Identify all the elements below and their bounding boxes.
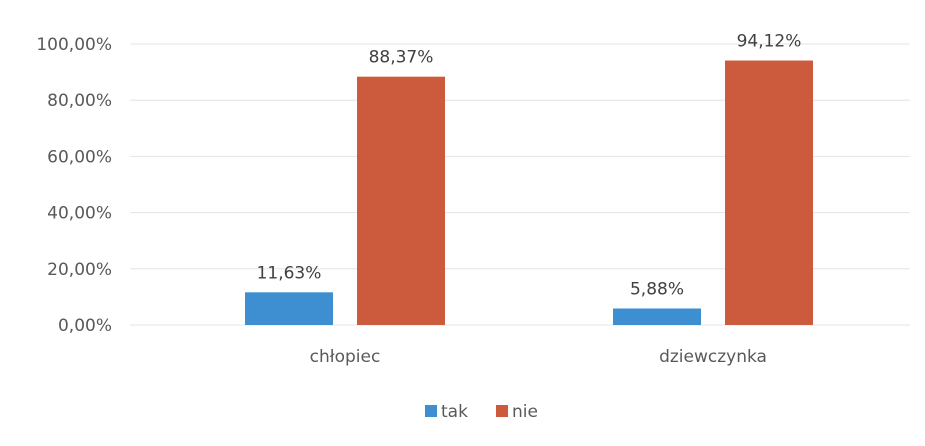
legend: tak nie bbox=[425, 402, 538, 422]
data-label: 94,12% bbox=[737, 32, 802, 52]
y-tick-label: 60,00% bbox=[47, 147, 112, 167]
legend-swatch-tak bbox=[425, 405, 437, 417]
y-tick-label: 20,00% bbox=[47, 260, 112, 280]
legend-swatch-nie bbox=[496, 405, 508, 417]
data-labels: 11,63% 88,37% 5,88% 94,12% bbox=[257, 32, 802, 300]
y-tick-label: 100,00% bbox=[36, 35, 112, 55]
legend-label-nie: nie bbox=[512, 402, 538, 422]
y-tick-label: 40,00% bbox=[47, 204, 112, 224]
data-label: 5,88% bbox=[630, 279, 684, 299]
bar-tak-0 bbox=[245, 292, 333, 325]
bar-nie-0 bbox=[357, 76, 445, 325]
x-axis: chłopiec dziewczynka bbox=[310, 347, 767, 367]
y-tick-label: 80,00% bbox=[47, 91, 112, 111]
bar-nie-1 bbox=[725, 60, 813, 326]
category-label: chłopiec bbox=[310, 347, 381, 367]
data-label: 88,37% bbox=[369, 48, 434, 68]
bars bbox=[245, 60, 813, 326]
data-label: 11,63% bbox=[257, 263, 322, 283]
y-tick-label: 0,00% bbox=[58, 316, 112, 336]
legend-label-tak: tak bbox=[441, 402, 468, 422]
category-label: dziewczynka bbox=[659, 347, 767, 367]
y-axis: 0,00% 20,00% 40,00% 60,00% 80,00% 100,00% bbox=[36, 35, 112, 336]
bar-tak-1 bbox=[613, 308, 701, 325]
